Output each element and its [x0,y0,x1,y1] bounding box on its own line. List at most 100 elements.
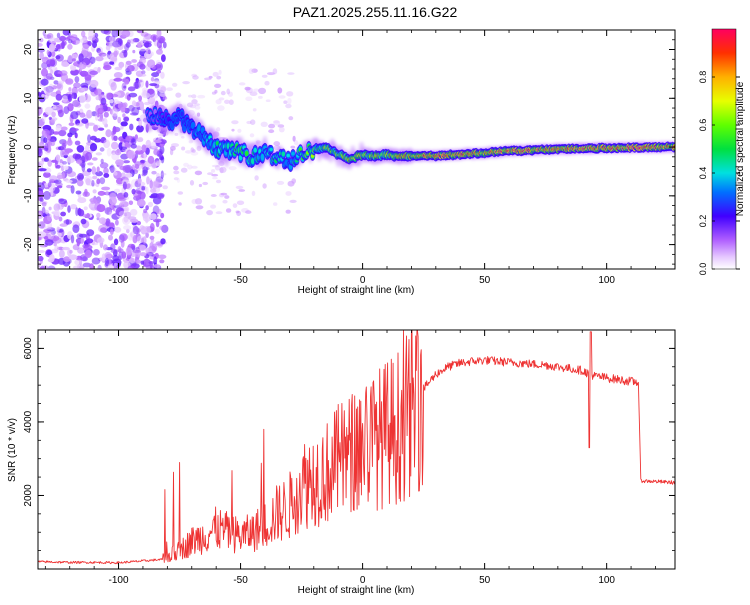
spectrogram-y-label: Frequency (Hz) [7,116,18,185]
spectrogram-noise-blob [139,63,146,70]
spectrogram-noise-blob [80,87,89,92]
spectrogram-noise-blob [109,167,117,173]
spectrogram-ridge-core [310,154,315,158]
spectrogram-noise-blob [162,96,168,100]
spectrogram-noise-blob [55,104,64,110]
spectrogram-noise-blob [153,148,160,156]
spectrogram-noise-blob [198,183,202,188]
spectrogram-noise-blob [162,185,168,190]
spectrogram-noise-blob [75,123,84,127]
colorbar-tick-label: 0.8 [698,71,708,84]
spectrogram-noise-blob [236,210,242,217]
spectrogram-noise-blob [91,257,101,265]
spectrogram-noise-blob [172,82,178,87]
spectrogram-noise-blob [109,164,115,174]
spectrogram-noise-blob [285,209,291,214]
spectrogram-noise-blob [123,192,129,198]
spectrogram-noise-blob [137,178,142,185]
spectrogram-ridge-core [191,123,195,128]
spectrogram-noise-blob [79,94,86,104]
spectrogram-noise-blob [153,264,160,268]
spectrogram-noise-blob [238,82,246,86]
spectrogram-noise-blob [63,106,70,115]
spectrogram-noise-blob [133,81,141,89]
spectrogram-noise-blob [175,92,182,98]
spectrogram-noise-blob [66,184,73,189]
spectrogram-noise-blob [48,206,52,211]
spectrogram-noise-blob [137,73,147,77]
spectrogram-noise-blob [38,182,45,191]
spectrogram-noise-blob [79,70,89,77]
snr-y-tick-label: 6000 [23,337,34,360]
spectrogram-noise-blob [131,100,137,107]
spectrogram-noise-blob [75,190,82,195]
spectrogram-noise-blob [178,202,182,206]
spectrogram-noise-blob [51,159,57,163]
spectrogram-noise-blob [117,38,122,45]
spectrogram-noise-blob [94,138,102,143]
spectrogram-noise-blob [57,185,63,189]
spectrogram-noise-blob [150,188,157,193]
spectrogram-noise-blob [48,83,54,90]
spectrogram-noise-blob [132,249,141,254]
spectrogram-noise-blob [104,251,112,260]
spectrogram-noise-blob [187,164,193,170]
snr-x-tick-label: -100 [109,575,129,586]
spectrogram-noise-blob [151,72,160,78]
spectrogram-noise-blob [153,139,162,143]
spectrogram-noise-blob [141,173,146,177]
spectrogram-noise-blob [142,213,152,222]
colorbar-tick-label: 0.6 [698,119,708,132]
spectrogram-noise-blob [68,254,78,260]
snr-series [38,330,675,565]
spectrogram-noise-blob [91,111,98,117]
spectrogram-noise-blob [45,145,52,153]
spectrogram-noise-blob [105,129,112,138]
spectrogram-noise-blob [42,115,46,123]
spectrogram-noise-blob [170,145,176,151]
spectrogram-noise-blob [70,111,79,120]
spectrogram-noise-blob [106,147,112,157]
spectrogram-noise-blob [149,222,155,232]
spectrogram-noise-blob [150,141,157,149]
spectrogram-noise-blob [197,94,206,99]
spectrogram-noise-blob [111,30,120,38]
spectrogram-noise-blob [218,69,222,75]
spectrogram-noise-blob [38,221,46,229]
spectrogram-noise-blob [139,244,147,251]
spectrogram-noise-blob [72,265,82,269]
spectrogram-noise-blob [96,204,106,213]
spectrogram-noise-blob [237,128,242,133]
spectrogram-noise-blob [173,177,179,181]
spectrogram-noise-blob [121,82,127,92]
spectrogram-noise-blob [120,121,128,127]
spectrogram-noise-blob [127,265,135,269]
spectrogram-noise-blob [62,161,67,165]
spectrogram-noise-blob [71,92,78,99]
spectrogram-noise-blob [45,73,53,80]
spectrogram-noise-blob [38,255,44,262]
spectrogram-noise-blob [96,166,100,173]
spectrogram-noise-blob [128,257,136,264]
spectrogram-ridge-core [170,122,174,129]
spectrogram-noise-blob [215,179,222,184]
spectrogram-noise-blob [186,102,194,108]
spectrogram-noise-blob [188,94,192,98]
spectrogram-noise-blob [265,99,271,102]
spectrogram-noise-blob [278,126,285,133]
spectrogram-noise-blob [113,238,119,246]
spectrogram-noise-blob [81,44,90,49]
spectrogram-noise-blob [110,249,119,254]
spectrogram-noise-blob [111,108,118,117]
spectrogram-noise-blob [103,173,110,178]
spectrogram-noise-blob [149,242,154,249]
spectrogram-noise-blob [147,155,155,164]
spectrogram-noise-blob [130,244,136,249]
spectrogram-noise-blob [128,104,135,112]
spectrogram-noise-blob [122,181,127,190]
spectrogram-noise-blob [85,144,90,153]
spectrogram-noise-blob [123,212,127,217]
spectrogram-noise-blob [231,120,239,125]
spectrogram-noise-blob [68,39,73,44]
spectrogram-noise-blob [38,160,44,166]
